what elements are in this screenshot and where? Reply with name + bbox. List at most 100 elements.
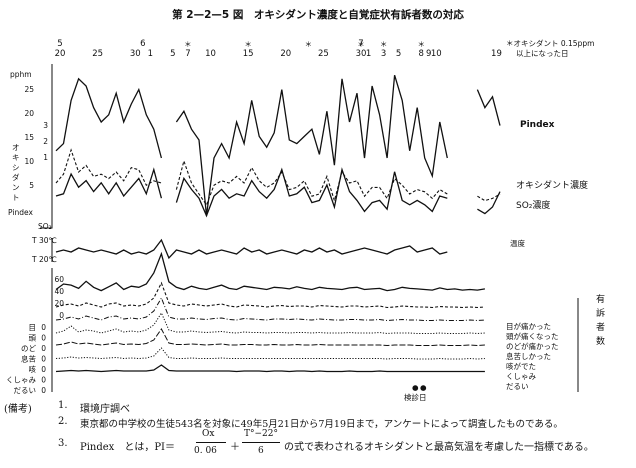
alert-marker-1: ＊ xyxy=(244,40,252,49)
figure-title: 第 2—2—5 図 オキシダント濃度と自覚症状有訴者数の対応 xyxy=(172,8,464,21)
month-marker-1: 6 xyxy=(140,39,145,49)
day-label-6: 10 xyxy=(205,49,216,59)
temperature-line xyxy=(55,238,448,260)
day-label-17: 19 xyxy=(491,49,502,59)
complaint-left-label-5: くしゃみ xyxy=(6,376,36,385)
complaint-left-zero-2: 0 xyxy=(41,344,46,353)
day-label-1: 25 xyxy=(92,49,103,59)
so2-series-label: SO₂濃度 xyxy=(516,199,550,211)
note-3-number: 3. xyxy=(58,438,68,449)
day-label-13: 5 xyxy=(396,49,401,59)
oxidant-tick-0: 25 xyxy=(24,85,34,94)
notes-header: (備考) xyxy=(4,404,32,415)
oxidant-ticks: 25 20 15 10 5 xyxy=(24,85,34,190)
note-2-number: 2. xyxy=(58,416,68,427)
complaints-tick-0: 60 xyxy=(54,275,64,284)
month-marker-0: 5 xyxy=(57,39,62,49)
temp-series-label: 温度 xyxy=(510,238,525,248)
complaint-right-label-0: 目が痛かった xyxy=(506,321,551,331)
oxidant-tick-2: 15 xyxy=(24,133,34,142)
complaint-right-label-6: だるい xyxy=(506,382,529,391)
alert-marker-4: ＊ xyxy=(380,40,388,49)
complaint-right-label-4: 咳がでた xyxy=(506,361,536,371)
day-label-10: 30 xyxy=(356,49,367,59)
oxidant-tick-1: 20 xyxy=(24,109,34,118)
formula-frac2-den: 6 xyxy=(258,446,264,456)
clinic-dot-2: ● xyxy=(420,383,427,392)
oxidant-tick-3: 10 xyxy=(24,157,34,166)
pindex-series-label: Pindex xyxy=(520,120,555,130)
complaint-left-label-2: のど xyxy=(21,344,36,353)
complaint-line-6 xyxy=(55,364,485,373)
unit-label: pphm xyxy=(10,70,32,79)
oxidant-axis-title: オキシダント xyxy=(12,143,20,202)
complaint-line-0 xyxy=(55,251,486,292)
formula-plus: ＋ xyxy=(230,442,240,453)
complaint-right-label-5: くしゃみ xyxy=(506,372,536,381)
complaints-tick-3: 0 xyxy=(59,311,64,320)
complaint-left-zero-0: 0 xyxy=(41,323,46,332)
day-label-14: 8 xyxy=(419,49,424,59)
alert-marker-3: ＊ xyxy=(357,40,365,49)
day-label-4: 5 xyxy=(170,49,175,59)
clinic-day-label: 検診日 xyxy=(404,392,427,402)
pindex-tick-0: 3 xyxy=(43,121,48,130)
temp-label-30: T 30℃ xyxy=(31,236,57,245)
date-axis: 5 6 720 25 30 1 5 7 10 15 20 25 30 1 3 5 8 9 10 19＊＊＊＊＊＊ xyxy=(55,39,502,59)
complaint-left-label-0: 目 xyxy=(29,323,37,332)
day-label-16: 10 xyxy=(431,49,442,59)
month-marker-2: 7 xyxy=(358,39,363,49)
day-label-3: 1 xyxy=(148,49,153,59)
complaint-left-label-1: 頭 xyxy=(29,334,37,343)
pindex-tick-2: 1 xyxy=(43,153,48,162)
upper-panel-axis xyxy=(40,64,53,229)
complaints-group-label: 有訴者数 xyxy=(596,293,605,347)
oxidant-series-label: オキシダント濃度 xyxy=(516,179,588,191)
complaint-left-label-6: だるい xyxy=(14,386,37,395)
complaint-line-5 xyxy=(55,347,485,360)
note-3-text-b: の式で表わされるオキシダントと最高気温を考慮した一指標である。 xyxy=(284,442,594,453)
formula-frac1-den: 0. 06 xyxy=(194,446,217,456)
complaint-right-label-1: 頭が痛くなった xyxy=(506,331,559,341)
day-label-12: 3 xyxy=(381,49,386,59)
note-1-number: 1. xyxy=(58,400,68,411)
complaint-left-label-3: 息苦 xyxy=(21,354,36,364)
complaint-line-2 xyxy=(55,296,485,322)
so2-axis-label: SO₂ xyxy=(38,222,52,231)
complaint-line-3 xyxy=(55,311,485,335)
complaint-right-label-3: 息苦しかった xyxy=(506,351,551,361)
complaint-left-zero-3: 0 xyxy=(41,355,46,364)
day-label-15: 9 xyxy=(426,49,431,59)
complaint-left-label-4: 咳 xyxy=(29,364,37,374)
day-label-9: 25 xyxy=(318,49,329,59)
complaint-right-label-2: のどが痛かった xyxy=(506,341,559,351)
pindex-axis-label: Pindex xyxy=(8,208,33,217)
temperature-plot xyxy=(55,238,448,260)
complaints-scale: 60 40 20 0 xyxy=(54,275,64,320)
complaint-left-zero-1: 0 xyxy=(41,334,46,343)
alert-note-line1: ＊オキシダント 0.15ppm xyxy=(506,38,594,48)
day-label-7: 15 xyxy=(243,49,254,59)
formula-frac1-bar xyxy=(196,442,226,443)
temp-label-20: T 20℃ xyxy=(31,255,57,264)
complaints-plot xyxy=(55,251,486,373)
complaint-left-zero-5: 0 xyxy=(41,376,46,385)
complaint-line-4 xyxy=(55,328,485,347)
note-3-text-a: Pindex とは，PI＝ xyxy=(80,442,176,453)
alert-marker-0: ＊ xyxy=(184,40,192,49)
complaints-tick-2: 20 xyxy=(54,299,64,308)
alert-note-line2: 以上になった日 xyxy=(516,49,569,58)
complaint-left-zero-4: 0 xyxy=(41,365,46,374)
oxidant-line xyxy=(55,167,501,218)
note-1-text: 環境庁調べ xyxy=(80,404,130,415)
oxidant-tick-4: 5 xyxy=(29,181,34,190)
note-2-text: 東京都の中学校の生徒543名を対象に49年5月21日から7月19日まで，アンケー… xyxy=(80,419,563,430)
pindex-ticks: 3 2 1 xyxy=(43,121,48,162)
pindex-tick-1: 2 xyxy=(43,137,48,146)
pindex-line xyxy=(55,75,501,216)
day-label-0: 20 xyxy=(55,49,66,59)
formula-frac1-num: Ox xyxy=(202,429,215,439)
